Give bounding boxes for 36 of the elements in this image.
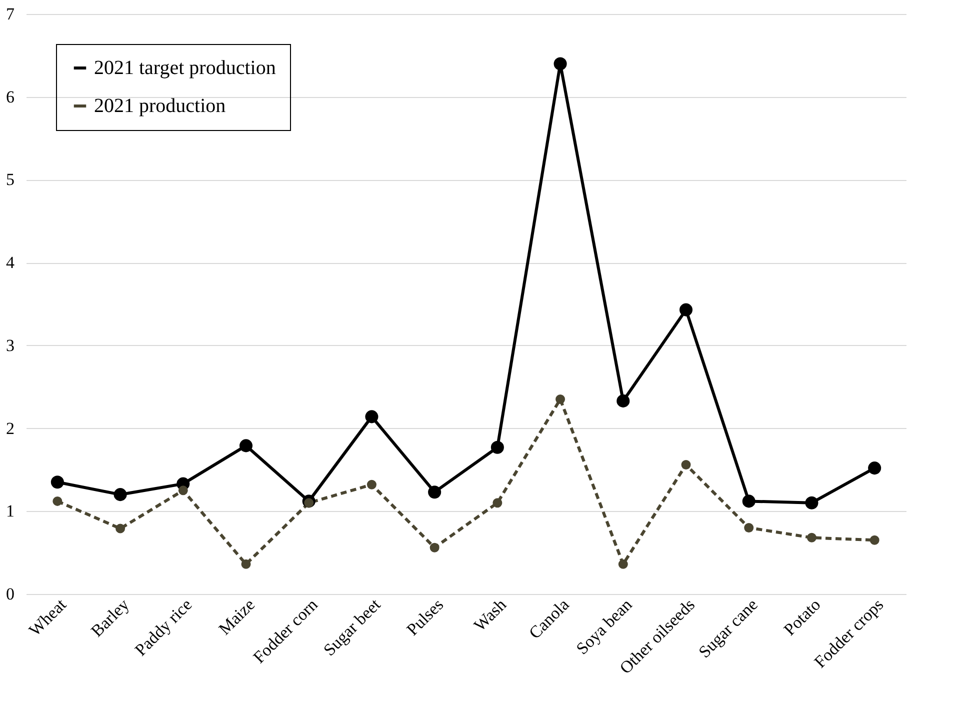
legend-label: 2021 production bbox=[94, 95, 226, 117]
point bbox=[116, 524, 126, 534]
point bbox=[366, 480, 376, 490]
point bbox=[239, 439, 253, 452]
point bbox=[365, 410, 378, 424]
y-tick-label: 1 bbox=[6, 502, 14, 521]
point bbox=[744, 522, 754, 532]
y-tick-label: 3 bbox=[6, 336, 14, 355]
point bbox=[679, 303, 693, 316]
point bbox=[52, 496, 62, 506]
y-tick-label: 5 bbox=[6, 170, 14, 190]
point bbox=[556, 394, 566, 404]
point bbox=[868, 462, 882, 475]
point bbox=[490, 440, 504, 454]
point bbox=[618, 559, 628, 569]
x-tick-label: Wash bbox=[470, 594, 510, 635]
point bbox=[178, 486, 188, 496]
point bbox=[870, 535, 880, 545]
point bbox=[492, 498, 502, 508]
y-tick-label: 7 bbox=[6, 4, 15, 24]
point bbox=[742, 494, 756, 508]
point bbox=[114, 488, 127, 502]
point bbox=[428, 486, 442, 499]
point bbox=[430, 542, 440, 552]
point bbox=[681, 460, 691, 470]
point bbox=[616, 394, 630, 408]
point bbox=[805, 496, 818, 510]
legend-label: 2021 target production bbox=[94, 57, 276, 79]
point bbox=[50, 476, 64, 489]
point bbox=[241, 559, 251, 569]
point bbox=[806, 532, 816, 542]
y-tick-label: 6 bbox=[6, 87, 14, 106]
y-tick-label: 0 bbox=[6, 584, 14, 604]
y-tick-label: 2 bbox=[6, 418, 14, 438]
y-tick-label: 4 bbox=[6, 253, 15, 272]
point bbox=[554, 57, 567, 70]
